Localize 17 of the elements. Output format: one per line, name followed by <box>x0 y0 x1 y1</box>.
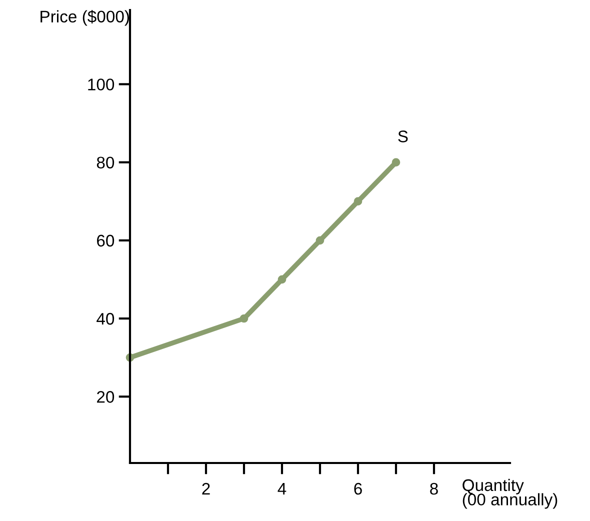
point <box>316 236 324 245</box>
point <box>240 314 248 323</box>
y-tick-label: 60 <box>97 234 114 247</box>
series-label: S <box>398 130 408 142</box>
y-tick-label: 40 <box>96 312 114 325</box>
x-tick-label: 8 <box>430 482 438 495</box>
x-axis-title: Quantity (00 annually) <box>462 478 558 509</box>
x-tick-label: 4 <box>278 483 286 495</box>
point <box>392 158 400 166</box>
y-tick-label: 100 <box>88 78 114 90</box>
x-tick-label: 2 <box>202 482 210 495</box>
point <box>354 197 362 206</box>
y-axis-title: Price ($000) <box>40 10 129 26</box>
x-tick-label: 6 <box>354 482 362 495</box>
point <box>278 275 286 284</box>
y-tick-label: 80 <box>96 156 114 169</box>
y-tick-label: 20 <box>97 391 114 403</box>
